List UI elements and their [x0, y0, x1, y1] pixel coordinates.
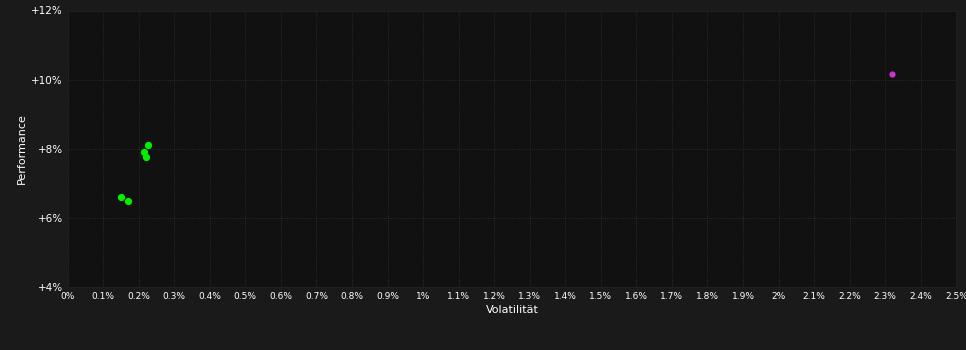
- X-axis label: Volatilität: Volatilität: [486, 305, 538, 315]
- Point: [140, 142, 156, 148]
- Point: [121, 198, 136, 204]
- Point: [136, 149, 152, 155]
- Point: [113, 194, 128, 200]
- Y-axis label: Performance: Performance: [16, 113, 27, 184]
- Point: [138, 155, 154, 160]
- Point: [885, 72, 900, 77]
